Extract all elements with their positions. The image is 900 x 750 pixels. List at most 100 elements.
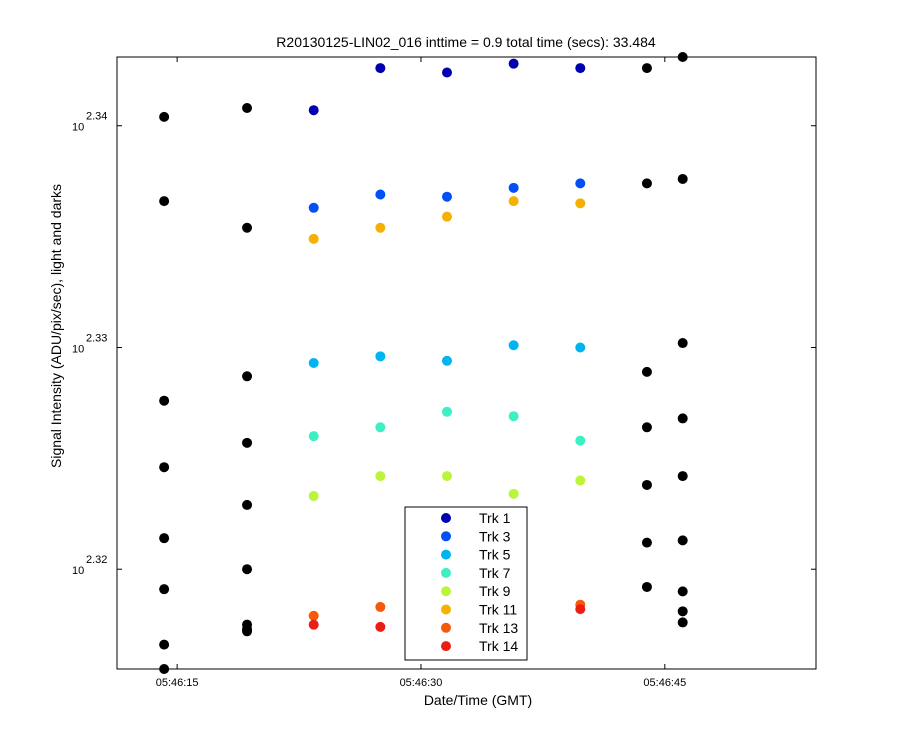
legend-label: Trk 11: [479, 602, 517, 618]
y-axis-label: Signal Intensity (ADU/pix/sec), light an…: [48, 184, 64, 468]
legend-marker: [441, 604, 451, 615]
point-trk-3: [308, 202, 319, 213]
point-trk-3: [375, 189, 386, 200]
legend-label: Trk 13: [479, 620, 518, 636]
point-trk-11: [508, 196, 519, 207]
point-trk-14: [375, 621, 386, 632]
y-tick-base: 10: [72, 122, 84, 134]
point-darks: [242, 626, 253, 637]
point-darks: [677, 586, 688, 597]
point-darks: [159, 664, 170, 674]
point-darks: [677, 617, 688, 628]
point-trk-1: [375, 63, 386, 74]
point-trk-11: [375, 222, 386, 233]
legend-label: Trk 3: [479, 528, 511, 544]
point-trk-3: [575, 178, 586, 189]
legend-label: Trk 5: [479, 547, 511, 563]
point-trk-9: [441, 471, 452, 482]
y-tick-base: 10: [72, 343, 84, 355]
point-trk-5: [508, 340, 519, 351]
point-trk-1: [575, 63, 586, 74]
point-darks: [641, 63, 652, 74]
legend-marker: [441, 513, 451, 523]
y-tick-exponent: 2.34: [86, 111, 107, 123]
point-trk-3: [441, 191, 452, 202]
point-darks: [159, 639, 170, 650]
x-axis-ticks: 05:46:15 05:46:30 05:46:45: [156, 57, 686, 689]
point-darks: [159, 196, 170, 207]
point-trk-9: [508, 488, 519, 499]
point-trk-7: [441, 406, 452, 417]
point-trk-13: [375, 601, 386, 612]
point-darks: [159, 584, 170, 595]
point-trk-5: [308, 358, 319, 368]
point-darks: [677, 52, 688, 62]
point-trk-9: [375, 471, 386, 482]
legend: Trk 1 Trk 3 Trk 5 Trk 7 Trk 9 Trk 11 Trk 13 Trk…: [404, 506, 528, 661]
point-darks: [641, 366, 652, 377]
point-darks: [677, 413, 688, 424]
point-darks: [159, 462, 170, 473]
y-tick-base: 10: [72, 565, 84, 577]
point-trk-13: [308, 610, 319, 621]
point-trk-11: [308, 233, 319, 244]
point-darks: [641, 479, 652, 490]
point-darks: [641, 537, 652, 548]
point-darks: [242, 103, 253, 113]
point-trk-5: [441, 355, 452, 366]
point-darks: [242, 371, 253, 382]
point-trk-7: [308, 431, 319, 442]
point-darks: [677, 471, 688, 482]
point-darks: [641, 178, 652, 189]
legend-marker: [441, 567, 451, 578]
point-trk-14: [308, 619, 319, 630]
y-tick-exponent: 2.32: [86, 554, 107, 566]
point-darks: [677, 535, 688, 546]
legend-box: [404, 506, 528, 661]
legend-marker: [441, 622, 451, 633]
x-tick-label: 05:46:15: [156, 677, 199, 689]
point-trk-9: [308, 491, 319, 502]
point-trk-7: [575, 435, 586, 446]
point-trk-11: [575, 198, 586, 209]
y-tick-exponent: 2.33: [86, 332, 107, 344]
point-trk-14: [575, 604, 586, 615]
legend-label: Trk 14: [479, 638, 518, 654]
point-darks: [242, 564, 253, 575]
point-darks: [677, 606, 688, 617]
point-trk-1: [441, 67, 452, 78]
legend-label: Trk 1: [479, 510, 511, 526]
point-darks: [242, 499, 253, 510]
point-darks: [159, 395, 170, 406]
point-trk-3: [508, 182, 519, 193]
legend-items: Trk 1 Trk 3 Trk 5 Trk 7 Trk 9 Trk 11 Trk 13 Trk…: [441, 510, 518, 654]
legend-label: Trk 7: [479, 565, 511, 581]
x-tick-label: 05:46:30: [400, 677, 443, 689]
x-tick-label: 05:46:45: [643, 677, 686, 689]
legend-marker: [441, 549, 451, 560]
point-trk-5: [575, 342, 586, 353]
point-trk-7: [375, 422, 386, 433]
legend-label: Trk 9: [479, 583, 511, 599]
legend-marker: [441, 641, 451, 652]
point-darks: [159, 533, 170, 544]
point-darks: [677, 338, 688, 349]
point-darks: [242, 222, 253, 233]
point-trk-1: [508, 58, 519, 69]
point-darks: [641, 422, 652, 433]
chart-title: R20130125-LIN02_016 inttime = 0.9 total …: [276, 34, 656, 50]
point-trk-9: [575, 475, 586, 486]
x-axis-label: Date/Time (GMT): [424, 692, 532, 708]
point-darks: [159, 111, 170, 122]
point-darks: [677, 173, 688, 184]
point-trk-11: [441, 211, 452, 222]
point-trk-1: [308, 105, 319, 116]
point-darks: [242, 437, 253, 448]
legend-marker: [441, 586, 451, 597]
data-points: [159, 52, 688, 674]
point-trk-7: [508, 411, 519, 422]
point-darks: [641, 581, 652, 592]
point-trk-5: [375, 351, 386, 362]
